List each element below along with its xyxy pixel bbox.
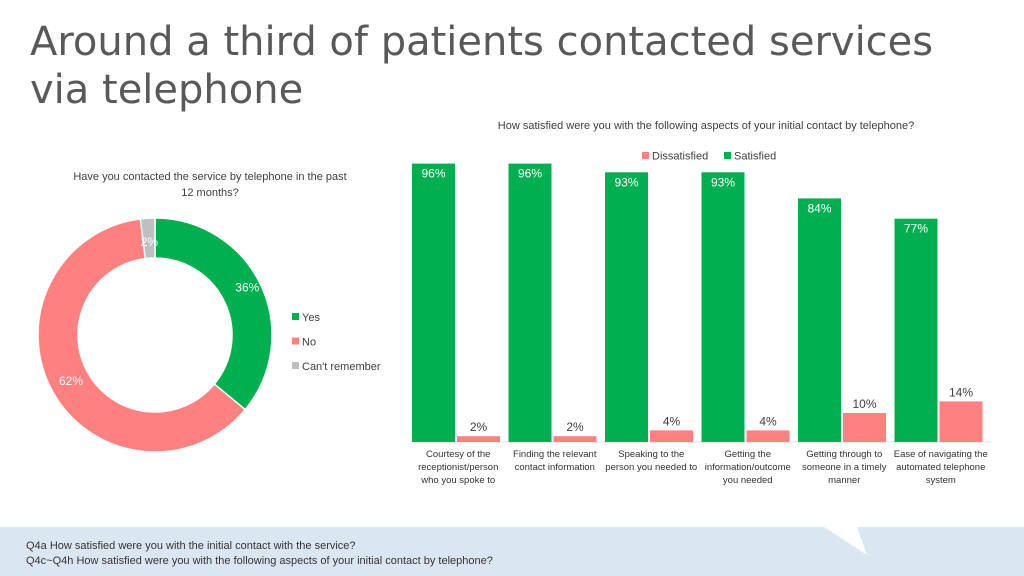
x-tick-label: Getting through to someone in a timely man… — [802, 449, 887, 486]
bar-dissatisfied — [939, 401, 983, 442]
donut-title-line: 12 months? — [181, 187, 238, 199]
bar-satisfied — [508, 163, 552, 442]
footer-callout-notch — [815, 521, 867, 555]
donut-data-label: 36% — [235, 281, 259, 295]
legend-swatch-dissatisfied — [642, 152, 649, 159]
donut-slice-can-t-remember — [139, 217, 156, 260]
bar-satisfied-label: 77% — [904, 222, 928, 236]
bar-dissatisfied-label: 14% — [949, 385, 973, 399]
legend-swatch-satisfied — [724, 152, 731, 159]
x-tick-label: Courtesy of the receptionist/person who yo… — [418, 449, 498, 486]
bar-satisfied — [701, 172, 745, 443]
legend-swatch — [292, 362, 299, 369]
bar-satisfied — [894, 218, 938, 442]
donut-slice-no — [37, 218, 247, 453]
legend-label: Yes — [302, 312, 320, 324]
bar-dissatisfied — [746, 430, 790, 442]
donut-chart: Have you contacted the service by teleph… — [37, 171, 381, 453]
bar-dissatisfied-label: 10% — [852, 397, 876, 411]
bar-dissatisfied — [650, 430, 693, 442]
bar-satisfied-label: 96% — [518, 167, 542, 181]
bar-dissatisfied — [843, 413, 886, 442]
page-title: Around a third of patients contacted ser… — [30, 19, 934, 113]
x-tick-label: Finding the relevant contact information — [513, 449, 597, 473]
donut-title-line: Have you contacted the service by teleph… — [73, 171, 346, 183]
donut-data-label: 2% — [141, 235, 159, 249]
x-tick-label: Speaking to the person you needed to — [605, 449, 697, 473]
bar-dissatisfied-label: 4% — [759, 414, 777, 428]
footer-notes: Q4a How satisfied were you with the init… — [0, 521, 1024, 576]
legend-swatch — [292, 337, 299, 345]
bar-dissatisfied — [553, 436, 597, 442]
bar-satisfied — [605, 172, 648, 443]
bar-dissatisfied-label: 2% — [566, 420, 584, 434]
bar-satisfied — [412, 163, 455, 442]
footer-note-q4a: Q4a How satisfied were you with the init… — [26, 540, 356, 552]
legend-label-satisfied: Satisfied — [734, 151, 776, 163]
bar-chart-title: How satisfied were you with the followin… — [498, 120, 914, 132]
x-tick-label: Getting the information/outcome you needed — [705, 449, 791, 486]
bar-satisfied-label: 93% — [614, 175, 638, 189]
donut-data-label: 62% — [59, 374, 83, 388]
bar-dissatisfied — [457, 436, 500, 442]
bar-dissatisfied-label: 4% — [663, 414, 681, 428]
legend-label-dissatisfied: Dissatisfied — [652, 151, 708, 163]
bar-satisfied-label: 96% — [421, 167, 445, 181]
legend-swatch — [292, 313, 299, 320]
bar-satisfied-label: 93% — [711, 175, 735, 189]
bar-satisfied-label: 84% — [807, 201, 831, 215]
bar-dissatisfied-label: 2% — [470, 420, 488, 434]
donut-slice-yes — [154, 217, 273, 411]
x-tick-label: Ease of navigating the automated telephon… — [894, 449, 988, 486]
bar-satisfied — [798, 198, 841, 442]
bar-chart: How satisfied were you with the followin… — [412, 120, 991, 486]
footer-note-q4c-q4h: Q4c~Q4h How satisfied were you with the … — [26, 555, 493, 567]
legend-label: Can't remember — [302, 361, 381, 373]
legend-label: No — [302, 337, 316, 349]
